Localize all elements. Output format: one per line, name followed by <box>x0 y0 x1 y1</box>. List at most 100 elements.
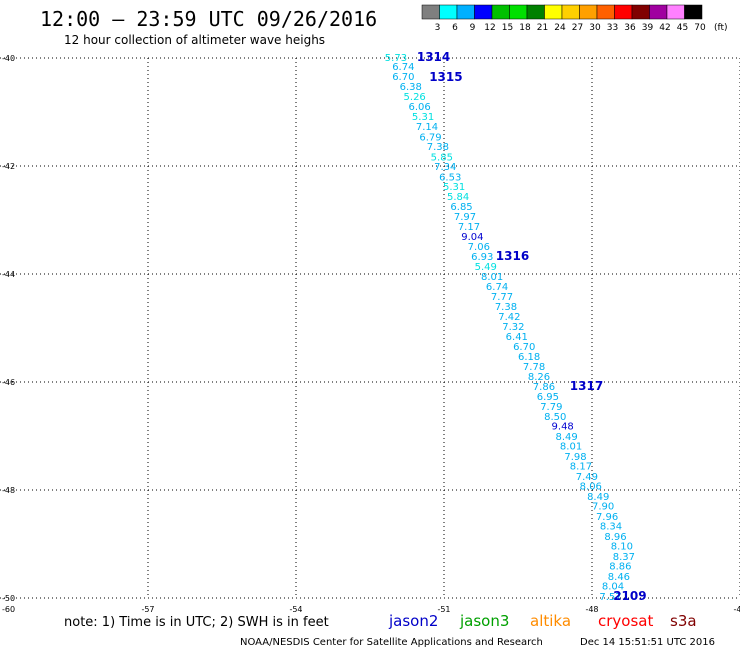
satellite-legend: jason2 jason3 altika cryosat s3a <box>388 612 697 630</box>
wave-height-label: 6.70 <box>513 342 535 353</box>
colorbar-label: 18 <box>519 23 531 33</box>
y-tick-label: -46 <box>2 378 15 387</box>
satellite-label: altika <box>530 612 571 630</box>
satellite-label: cryosat <box>598 612 653 630</box>
wave-height-label: 7.49 <box>576 472 598 483</box>
colorbar-label: 21 <box>537 23 548 33</box>
wave-height-label: 6.93 <box>471 252 493 263</box>
colorbar-label: 39 <box>642 23 654 33</box>
satellite-label: s3a <box>670 612 697 630</box>
wave-height-label: 8.26 <box>528 372 550 383</box>
wave-height-label: 7.77 <box>491 292 513 303</box>
x-tick-label: -51 <box>437 605 450 614</box>
chart-title: 12:00 – 23:59 UTC 09/26/2016 <box>40 7 377 31</box>
colorbar-swatch <box>614 4 633 20</box>
wave-height-label: 5.49 <box>475 262 497 273</box>
wave-height-label: 7.86 <box>533 382 555 393</box>
wave-height-label: 5.31 <box>443 182 465 193</box>
wave-height-label: 7.06 <box>468 242 490 253</box>
colorbar-label: 24 <box>554 23 566 33</box>
colorbar-swatch <box>666 4 685 20</box>
wave-height-label: 9.48 <box>552 422 574 433</box>
colorbar-label: 30 <box>589 23 601 33</box>
wave-height-label: 8.01 <box>560 442 582 453</box>
colorbar-swatch <box>491 4 510 20</box>
plot-area: -40 -42 -44 -46 -48 -50 -60 -57 -54 -51 -48 -45 5.7… <box>0 50 740 614</box>
colorbar-swatch <box>474 4 493 20</box>
wave-height-label: 8.49 <box>587 492 609 503</box>
colorbar-label: 6 <box>452 23 458 33</box>
wave-height-label: 8.34 <box>600 522 622 533</box>
wave-height-label: 8.86 <box>609 562 631 573</box>
y-tick-label: -44 <box>2 270 15 279</box>
colorbar-label: 15 <box>502 23 513 33</box>
time-label: 1314 <box>417 50 450 64</box>
x-tick-label: -45 <box>733 605 740 614</box>
wave-height-label: 8.50 <box>544 412 566 423</box>
wave-height-label: 5.26 <box>404 92 426 103</box>
y-tick-label: -50 <box>2 594 15 603</box>
x-tick-label: -57 <box>141 605 154 614</box>
wave-height-label: 6.18 <box>518 352 540 363</box>
wave-height-label: 7.97 <box>454 212 476 223</box>
colorbar-label: 27 <box>572 23 583 33</box>
colorbar-swatch <box>561 4 580 20</box>
wave-height-label: 5.85 <box>431 152 453 163</box>
wave-height-label: 7.32 <box>502 322 524 333</box>
colorbar-label: 36 <box>624 23 636 33</box>
wave-height-label: 7.98 <box>564 452 586 463</box>
wave-height-label: 7.78 <box>523 362 545 373</box>
wave-height-label: 7.96 <box>596 512 618 523</box>
wave-height-label: 7.14 <box>416 122 438 133</box>
wave-height-label: 7.38 <box>427 142 449 153</box>
footer-timestamp: Dec 14 15:51:51 UTC 2016 <box>580 637 715 648</box>
wave-height-label: 7.57 <box>599 592 621 603</box>
time-labels: 1314 1315 1316 1317 2109 <box>417 50 647 603</box>
colorbar-swatch <box>439 4 458 20</box>
colorbar-swatch <box>509 4 528 20</box>
wave-height-label: 7.42 <box>498 312 520 323</box>
colorbar-label: 9 <box>470 23 476 33</box>
colorbar-label: 3 <box>435 23 441 33</box>
colorbar-label: 70 <box>694 23 706 33</box>
colorbar-swatch <box>649 4 668 20</box>
wave-height-label: 6.06 <box>408 102 430 113</box>
wave-height-label: 8.37 <box>613 552 635 563</box>
footer-note: note: 1) Time is in UTC; 2) SWH is in fe… <box>64 615 329 630</box>
colorbar-label: 45 <box>677 23 688 33</box>
wave-height-label: 7.79 <box>540 402 562 413</box>
wave-height-label: 8.04 <box>602 582 624 593</box>
time-label: 1316 <box>496 249 529 263</box>
axis-tick-labels: -40 -42 -44 -46 -48 -50 -60 -57 -54 -51 -48 -45 <box>2 54 740 614</box>
colorbar-swatch <box>456 4 475 20</box>
colorbar-label: 33 <box>607 23 618 33</box>
wave-height-label: 6.38 <box>400 82 422 93</box>
time-label: 2109 <box>613 589 646 603</box>
wave-height-label: 7.38 <box>495 302 517 313</box>
corner-label: -60 <box>2 605 15 614</box>
footer-credit: NOAA/NESDIS Center for Satellite Applica… <box>240 637 543 648</box>
satellite-label: jason3 <box>459 612 509 630</box>
wave-height-label: 8.06 <box>580 482 602 493</box>
colorbar-swatch <box>631 4 650 20</box>
wave-height-label: 8.46 <box>608 572 630 583</box>
satellite-label: jason2 <box>388 612 438 630</box>
color-scale-legend: 3 6 9 12 15 18 21 24 27 30 33 36 39 42 45 70 <box>421 4 706 33</box>
x-tick-label: -48 <box>585 605 598 614</box>
colorbar-swatch <box>544 4 563 20</box>
colorbar-swatch <box>684 4 703 20</box>
wave-height-points: 5.736.746.706.385.266.065.317.146.797.38… <box>385 53 635 603</box>
time-label: 1317 <box>570 379 603 393</box>
y-tick-label: -48 <box>2 486 15 495</box>
colorbar-swatch <box>421 4 440 20</box>
wave-height-label: 6.74 <box>392 62 414 73</box>
y-tick-label: -40 <box>2 54 15 63</box>
wave-height-label: 6.70 <box>392 72 414 83</box>
wave-height-label: 8.49 <box>555 432 577 443</box>
wave-height-label: 9.04 <box>461 232 483 243</box>
wave-height-label: 5.31 <box>412 112 434 123</box>
wave-height-label: 7.34 <box>434 162 456 173</box>
wave-height-label: 6.41 <box>506 332 528 343</box>
wave-height-label: 6.74 <box>486 282 508 293</box>
wave-height-label: 6.79 <box>419 132 441 143</box>
